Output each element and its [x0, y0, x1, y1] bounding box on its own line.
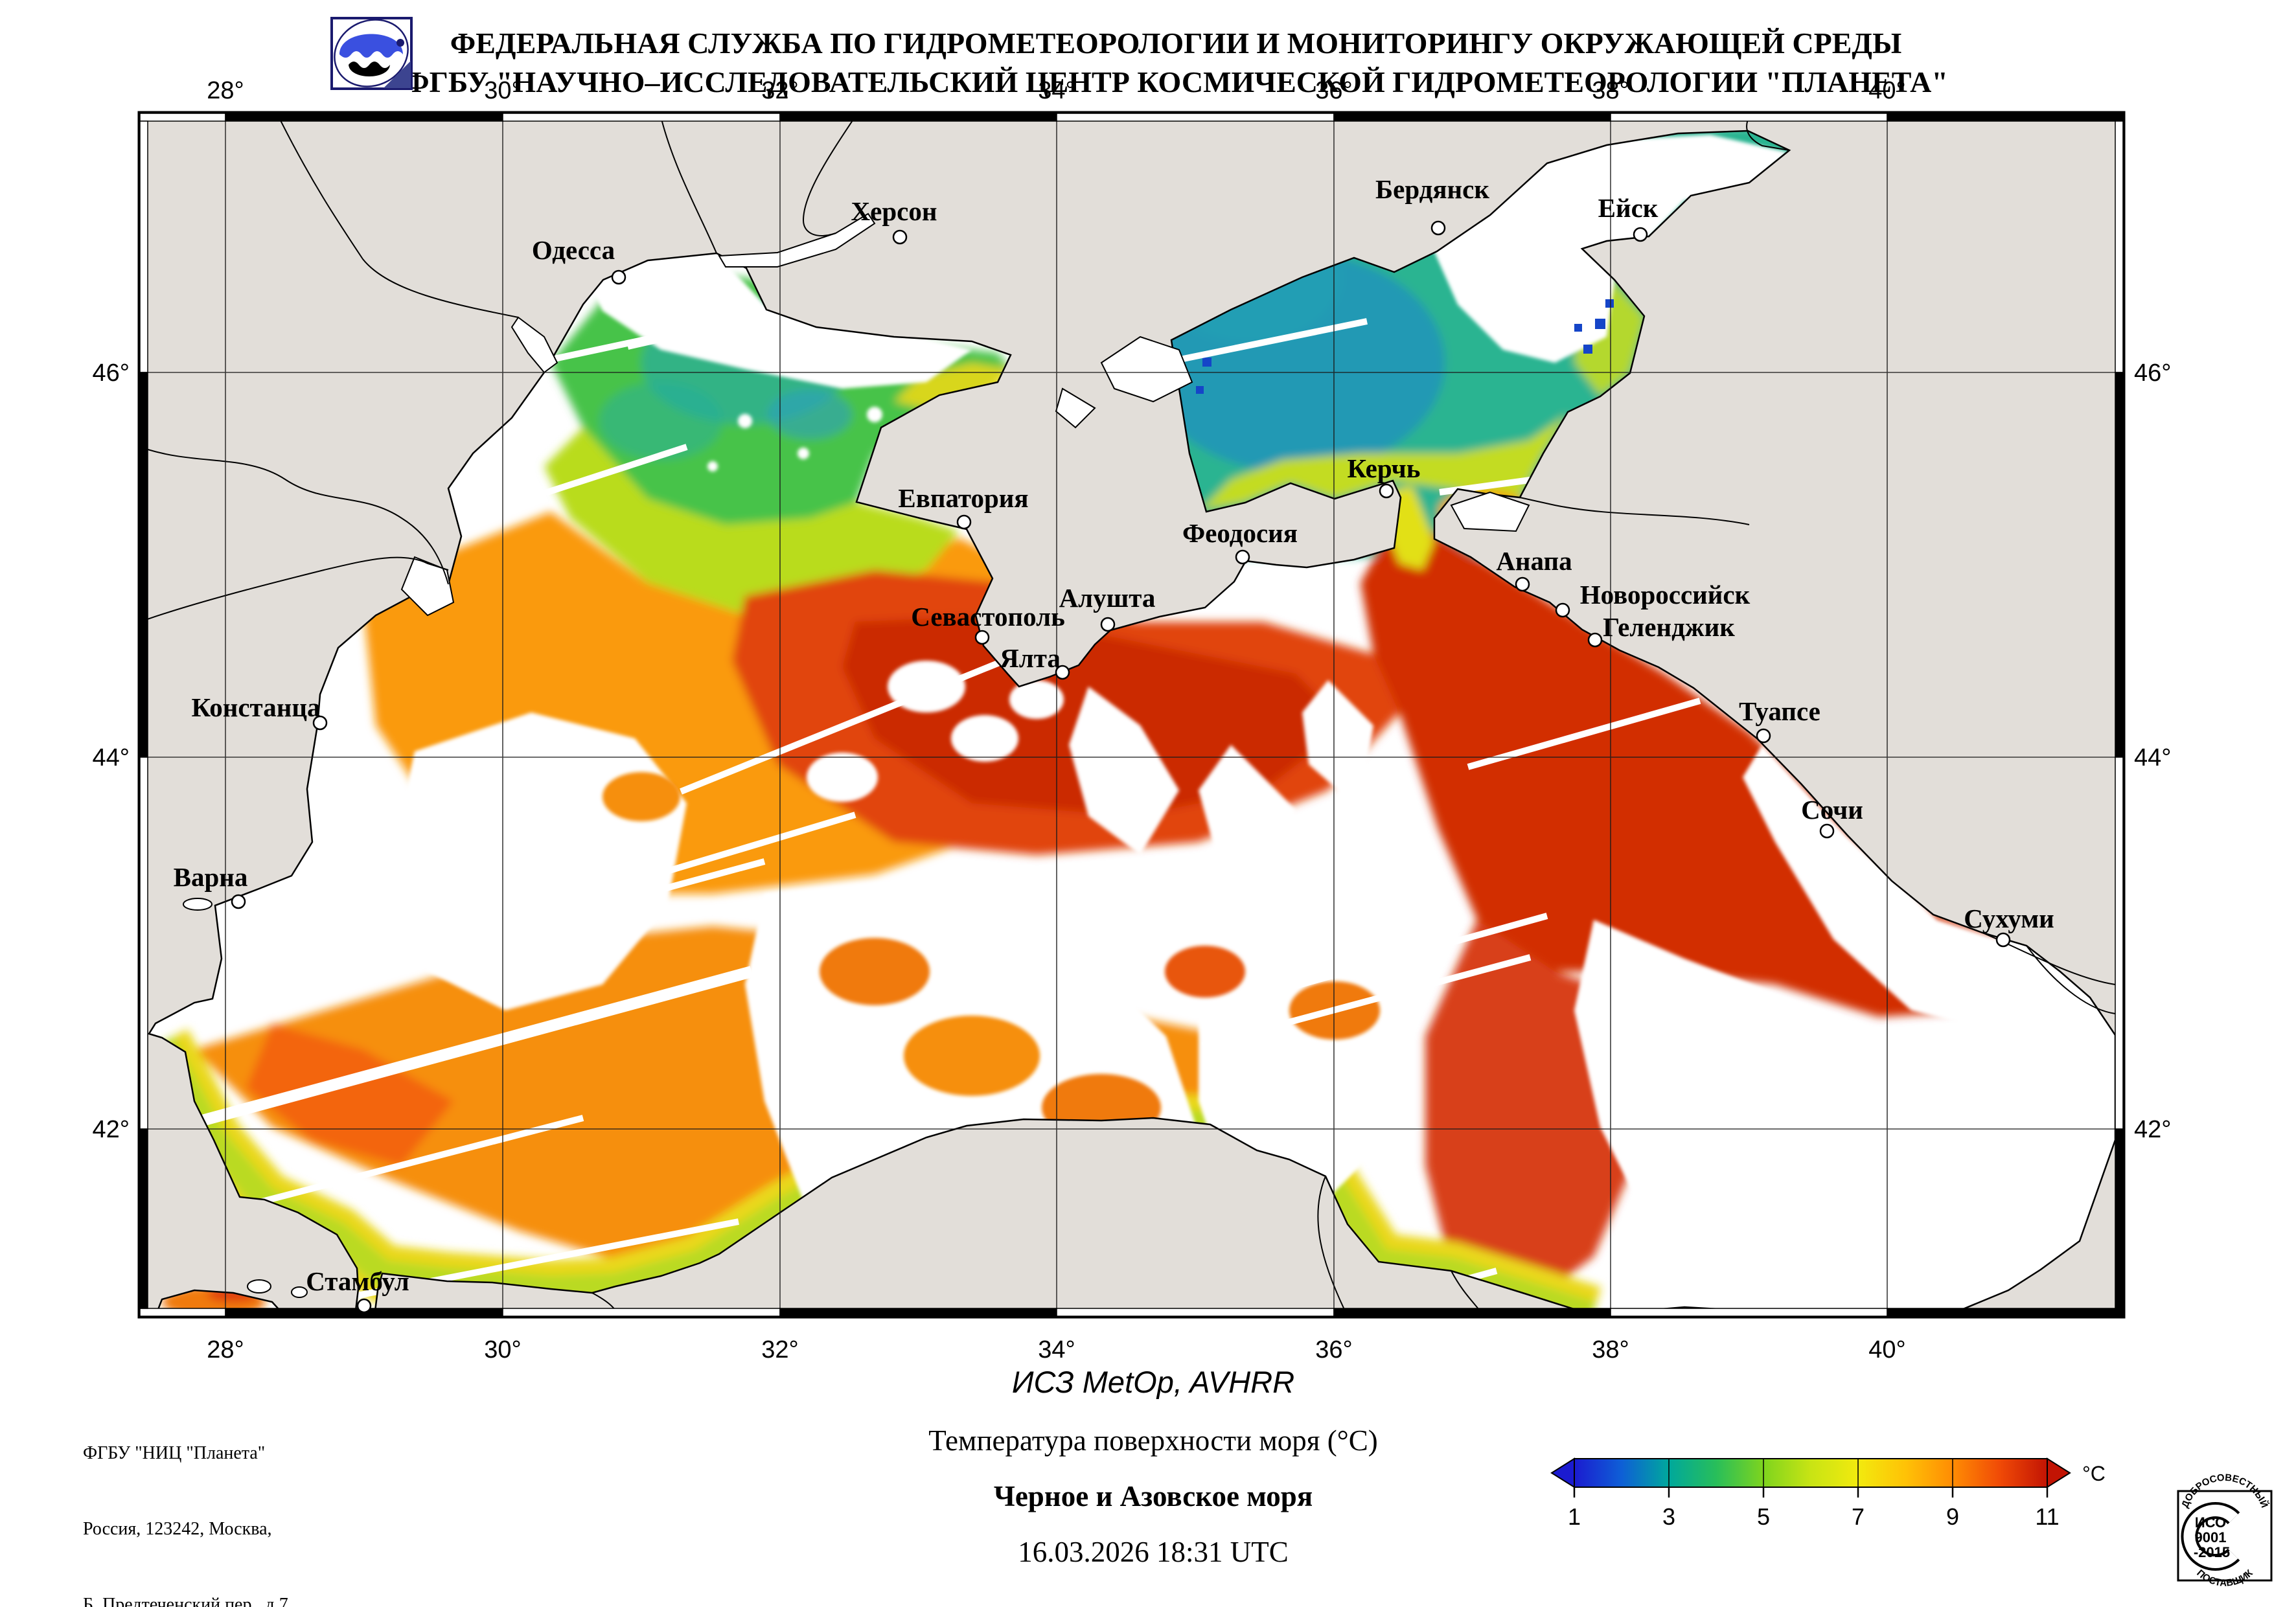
planeta-logo-icon	[330, 17, 413, 90]
lakes	[183, 212, 1530, 1298]
svg-text:Ейск: Ейск	[1598, 193, 1659, 223]
scale-unit: °C	[2082, 1462, 2106, 1485]
footer-product: Температура поверхности моря (°C)	[928, 1424, 1378, 1457]
address-line: ФГБУ "НИЦ "Планета"	[83, 1443, 266, 1463]
svg-text:Варна: Варна	[174, 862, 248, 892]
map-frame	[137, 111, 2126, 1319]
svg-text:Бердянск: Бердянск	[1375, 174, 1489, 204]
axis-lon-top: 28° 30° 32° 34° 36° 38° 40°	[207, 77, 1905, 104]
svg-text:9001: 9001	[2195, 1529, 2227, 1545]
stamp-center-text: ИСО 9001 -2015	[2194, 1514, 2230, 1560]
axis-lon-bottom: 28° 30° 32° 34° 36° 38° 40°	[207, 1336, 1905, 1363]
axis-labels: 28° 30° 32° 34° 36° 38° 40° 28° 30° 32° 34° 3…	[93, 77, 2172, 1363]
city-layer: Одесса Херсон Бердянск Ейск Керчь Евпато…	[174, 174, 2054, 1314]
svg-text:Феодосия: Феодосия	[1182, 518, 1298, 548]
svg-text:5: 5	[1757, 1503, 1770, 1530]
svg-text:Евпатория: Евпатория	[898, 483, 1028, 513]
svg-text:9: 9	[1946, 1503, 1959, 1530]
swath-gap-stripes	[149, 296, 1701, 1308]
header-line2: ФГБУ "НАУЧНО–ИССЛЕДОВАТЕЛЬСКИЙ ЦЕНТР КОС…	[404, 65, 1948, 98]
header-line1: ФЕДЕРАЛЬНАЯ СЛУЖБА ПО ГИДРОМЕТЕОРОЛОГИИ …	[450, 27, 1902, 60]
address-block: ФГБУ "НИЦ "Планета" Россия, 123242, Моск…	[83, 1390, 326, 1607]
svg-text:46°: 46°	[2134, 359, 2171, 387]
footer-region: Черное и Азовское моря	[993, 1480, 1313, 1512]
svg-text:40°: 40°	[1868, 1336, 1905, 1363]
svg-text:Севастополь: Севастополь	[911, 602, 1065, 632]
svg-text:38°: 38°	[1592, 77, 1629, 104]
svg-text:42°: 42°	[2134, 1116, 2171, 1143]
footer-satellite: ИСЗ MetOp, AVHRR	[1011, 1365, 1295, 1399]
scale-tick-labels: 1 3 5 7 9 11	[1568, 1503, 2060, 1530]
scale-tick: 1	[1568, 1503, 1581, 1530]
city-markers	[231, 220, 2011, 1314]
rivers	[148, 121, 2115, 1308]
svg-text:Херсон: Херсон	[851, 196, 937, 226]
svg-text:30°: 30°	[484, 77, 521, 104]
svg-text:11: 11	[2035, 1503, 2059, 1530]
svg-text:ИСО: ИСО	[2195, 1514, 2226, 1531]
svg-text:7: 7	[1852, 1503, 1865, 1530]
svg-text:3: 3	[1662, 1503, 1675, 1530]
svg-text:Сухуми: Сухуми	[1964, 904, 2054, 933]
svg-text:Геленджик: Геленджик	[1603, 612, 1735, 642]
svg-text:32°: 32°	[761, 77, 798, 104]
svg-text:36°: 36°	[1315, 1336, 1352, 1363]
graticule	[148, 121, 2115, 1308]
svg-text:Ялта: Ялта	[1000, 643, 1061, 673]
svg-text:42°: 42°	[93, 1116, 130, 1143]
svg-text:28°: 28°	[207, 1336, 244, 1363]
svg-text:30°: 30°	[484, 1336, 521, 1363]
svg-text:38°: 38°	[1592, 1336, 1629, 1363]
svg-text:46°: 46°	[93, 359, 130, 387]
axis-lat-right: 46° 44° 42°	[2134, 359, 2171, 1143]
svg-text:Керчь: Керчь	[1348, 453, 1421, 483]
svg-text:Констанца: Констанца	[192, 692, 321, 722]
svg-text:44°: 44°	[93, 744, 130, 771]
footer-datetime: 16.03.2026 18:31 UTC	[1018, 1536, 1289, 1568]
svg-text:32°: 32°	[761, 1336, 798, 1363]
svg-text:Новороссийск: Новороссийск	[1580, 580, 1751, 610]
svg-text:34°: 34°	[1038, 1336, 1075, 1363]
svg-text:44°: 44°	[2134, 744, 2171, 771]
cold-specks	[1196, 299, 1614, 394]
svg-text:-2015: -2015	[2194, 1544, 2230, 1560]
coastline	[148, 130, 2115, 1308]
svg-text:Анапа: Анапа	[1496, 546, 1572, 576]
city-labels: Одесса Херсон Бердянск Ейск Керчь Евпато…	[174, 174, 2054, 1296]
svg-text:40°: 40°	[1868, 77, 1905, 104]
svg-text:36°: 36°	[1315, 77, 1352, 104]
svg-text:Алушта: Алушта	[1059, 583, 1156, 613]
axis-lat-left: 46° 44° 42°	[93, 359, 130, 1143]
axis-label: 28°	[207, 77, 244, 104]
color-scale-bar: 1 3 5 7 9 11 °C	[1550, 1457, 2106, 1530]
city-label: Одесса	[532, 235, 615, 265]
svg-text:Стамбул: Стамбул	[306, 1266, 409, 1296]
svg-text:Туапсе: Туапсе	[1739, 696, 1820, 726]
map-body	[148, 121, 2115, 1308]
city-marker	[611, 269, 626, 285]
svg-text:34°: 34°	[1038, 77, 1075, 104]
iso-9001-stamp: ДОБРОСОВЕСТНЫЙ ПОСТАВЩИК ИСО 9001 -2015	[2177, 1472, 2273, 1589]
svg-text:Сочи: Сочи	[1801, 795, 1863, 825]
